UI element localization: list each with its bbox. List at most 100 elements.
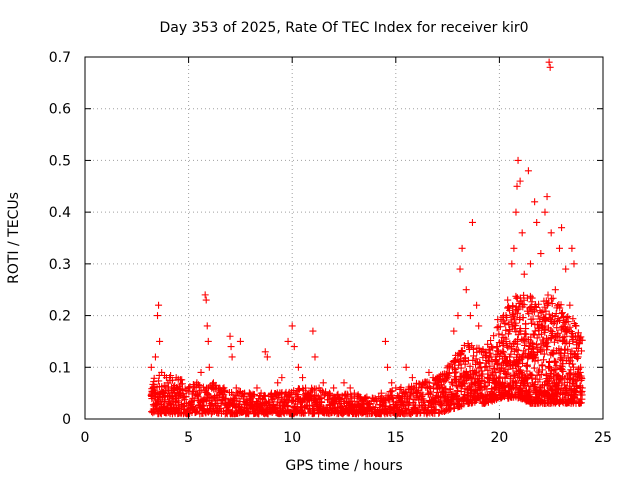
data-point-dense [554, 315, 562, 323]
data-point [543, 193, 551, 201]
data-point-dense [549, 294, 557, 302]
data-point [566, 301, 574, 309]
data-point-dense [563, 314, 571, 322]
data-point [468, 218, 476, 226]
data-point [473, 301, 481, 309]
data-point-dense [150, 374, 158, 382]
x-tick-label: 10 [283, 430, 301, 446]
data-point-dense [514, 331, 522, 339]
data-point-dense [528, 294, 536, 302]
data-point-dense [504, 343, 512, 351]
data-point [288, 322, 296, 330]
data-point-dense [547, 326, 555, 334]
data-point [222, 394, 230, 402]
data-point [456, 265, 464, 273]
data-point-dense [334, 390, 342, 398]
data-point-dense [460, 341, 468, 349]
data-point-dense [495, 330, 503, 338]
data-point-dense [530, 364, 538, 372]
data-point-dense [221, 387, 229, 395]
data-point-dense [525, 310, 533, 318]
data-point-dense [480, 377, 488, 385]
data-point [216, 389, 224, 397]
data-point [294, 363, 302, 371]
data-point [164, 379, 172, 387]
y-tick-label: 0.1 [49, 360, 71, 376]
data-point [518, 229, 526, 237]
data-point [227, 343, 235, 351]
data-point-dense [578, 347, 586, 355]
data-point [357, 394, 365, 402]
data-point-dense [491, 365, 499, 373]
data-point-dense [165, 399, 173, 407]
data-point-dense [536, 375, 544, 383]
data-point-dense [566, 385, 574, 393]
data-point [429, 374, 437, 382]
data-point-dense [521, 349, 529, 357]
data-point-dense [457, 388, 465, 396]
data-point-dense [578, 391, 586, 399]
data-point-dense [521, 330, 529, 338]
data-point [570, 260, 578, 268]
data-point-dense [550, 392, 558, 400]
data-point-dense [487, 336, 495, 344]
data-point-dense [559, 367, 567, 375]
data-point [541, 208, 549, 216]
data-point-dense [199, 383, 207, 391]
data-point-dense [489, 370, 497, 378]
data-point [371, 394, 379, 402]
data-point-dense [397, 383, 405, 391]
data-point [340, 379, 348, 387]
data-point-dense [160, 382, 168, 390]
data-point [512, 208, 520, 216]
data-point-dense [472, 385, 480, 393]
data-point-dense [493, 360, 501, 368]
data-point-dense [462, 367, 470, 375]
data-point [201, 291, 209, 299]
data-point-dense [542, 316, 550, 324]
data-point [350, 389, 358, 397]
data-point-dense [149, 409, 157, 417]
data-point-dense [323, 405, 331, 413]
data-point-dense [570, 363, 578, 371]
data-point-dense [574, 329, 582, 337]
data-point-dense [549, 320, 557, 328]
data-point-dense [453, 391, 461, 399]
data-point-dense [343, 390, 351, 398]
data-point-dense [487, 371, 495, 379]
data-point-dense [552, 358, 560, 366]
data-point [226, 332, 234, 340]
data-point-dense [284, 403, 292, 411]
data-point-dense [457, 364, 465, 372]
data-point-dense [265, 399, 273, 407]
y-tick-label: 0 [62, 412, 71, 428]
data-point [545, 58, 553, 66]
data-point [408, 374, 416, 382]
data-point-dense [569, 360, 577, 368]
data-point [363, 399, 371, 407]
data-point-dense [182, 392, 190, 400]
data-point [516, 177, 524, 185]
data-point [508, 260, 516, 268]
data-point-dense [235, 388, 243, 396]
data-point-dense [519, 359, 527, 367]
data-point-dense [511, 315, 519, 323]
data-point-dense [523, 375, 531, 383]
data-point-dense [573, 383, 581, 391]
data-point-dense [545, 310, 553, 318]
data-point [346, 384, 354, 392]
plot-frame [84, 56, 604, 420]
data-point-dense [540, 356, 548, 364]
data-point-dense [537, 309, 545, 317]
data-point-dense [550, 338, 558, 346]
data-point [253, 384, 261, 392]
data-point-dense [148, 395, 156, 403]
data-point-dense [398, 398, 406, 406]
data-point [551, 286, 559, 294]
data-point-dense [493, 324, 501, 332]
data-point [377, 389, 385, 397]
data-point [193, 379, 201, 387]
data-point-dense [454, 396, 462, 404]
data-point [433, 384, 441, 392]
